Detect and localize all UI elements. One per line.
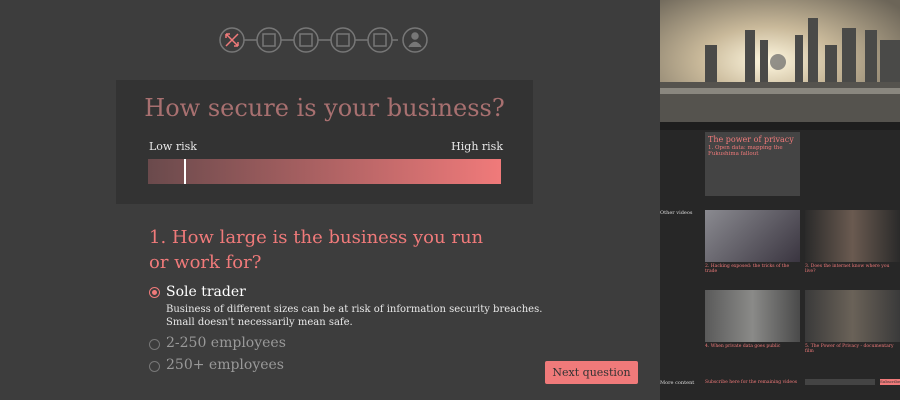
risk-marker	[184, 159, 186, 184]
section-label: More content	[660, 380, 695, 386]
feature-card: The power of privacy 1. Open data: mappi…	[705, 132, 800, 196]
question: 1. How large is the business you run or …	[149, 227, 484, 273]
video-caption[interactable]: 5. The Power of Privacy - documentary fi…	[805, 344, 894, 354]
low-label: Low risk	[149, 140, 197, 153]
subscribe-text: Subscribe here for the remaining videos	[705, 380, 798, 385]
description: Small doesn't necessarily mean safe.	[166, 317, 353, 328]
feature-subtitle: 1. Open data: mapping the Fukushima fall…	[708, 145, 783, 157]
step-icons	[219, 27, 428, 53]
thumbnail[interactable]	[805, 210, 900, 262]
section-label: Other videos	[660, 210, 693, 216]
sidebar: The power of privacy 1. Open data: mappi…	[660, 0, 900, 400]
email-input[interactable]	[805, 379, 875, 385]
video-caption[interactable]: 3. Does the internet know where you live…	[805, 264, 890, 274]
radio[interactable]	[149, 361, 160, 372]
risk-bar	[148, 159, 501, 184]
radio[interactable]	[149, 287, 160, 298]
subscribe-button[interactable]: Subscribe	[880, 379, 900, 385]
card-title: How secure is your business?	[144, 94, 505, 122]
next-button[interactable]: Next question	[545, 361, 638, 384]
option[interactable]: 2-250 employees	[166, 335, 286, 351]
video-caption[interactable]: 4. When private data goes public	[705, 344, 781, 349]
feature-title: The power of privacy	[708, 135, 794, 144]
video[interactable]	[660, 0, 900, 122]
thumbnail[interactable]	[705, 290, 800, 342]
video-caption[interactable]: 2. Hacking exposed: the tricks of the tr…	[705, 264, 790, 274]
radio[interactable]	[149, 339, 160, 350]
description: Business of different sizes can be at ri…	[166, 304, 543, 315]
thumbnail[interactable]	[805, 290, 900, 342]
thumbnail[interactable]	[705, 210, 800, 262]
video-controls[interactable]	[660, 122, 900, 130]
high-label: High risk	[451, 140, 503, 153]
option[interactable]: 250+ employees	[166, 357, 284, 373]
option[interactable]: Sole trader	[166, 284, 246, 300]
